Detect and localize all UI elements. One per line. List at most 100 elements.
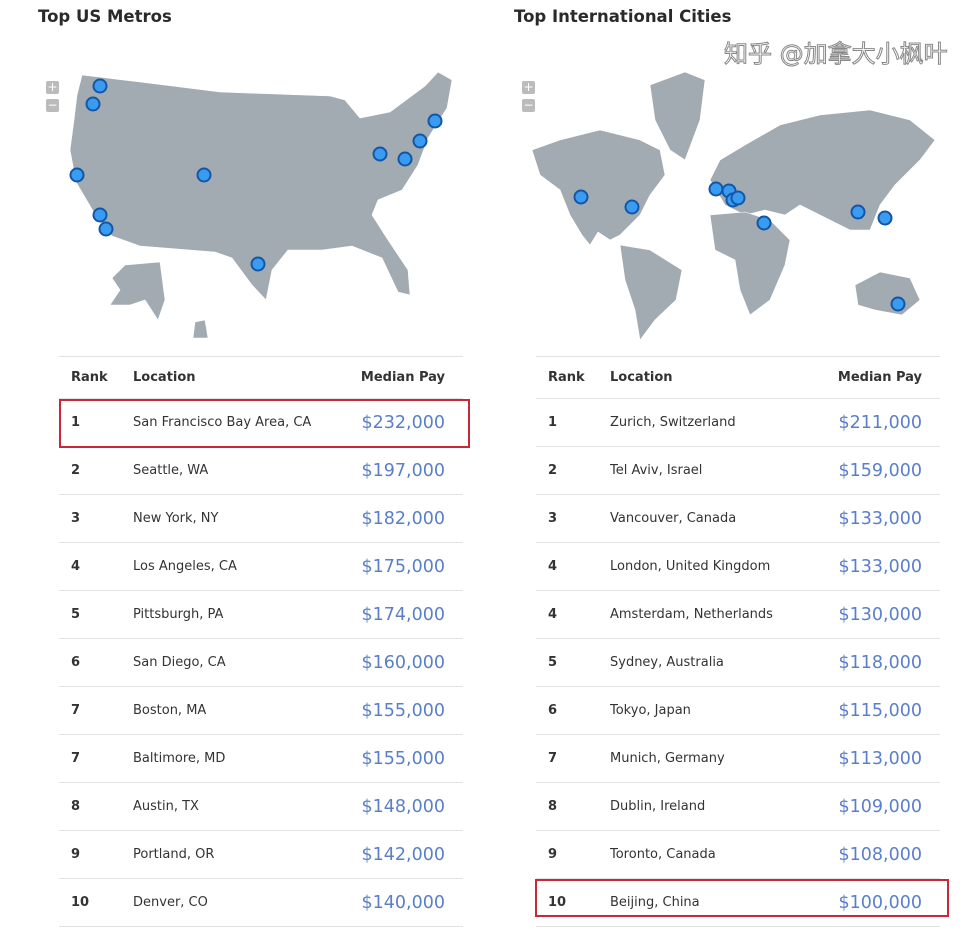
marker-pittsburgh[interactable]	[372, 146, 388, 162]
europe-asia	[709, 109, 936, 231]
location-cell: Toronto, Canada	[610, 830, 813, 879]
table-row: 7 Munich, Germany $113,000	[536, 734, 940, 783]
us-mainland	[69, 71, 453, 301]
table-row: 10 Denver, CO $140,000	[59, 878, 463, 927]
rank-cell: 4	[536, 542, 610, 591]
rank-cell: 8	[59, 782, 133, 831]
table-row: 4 Los Angeles, CA $175,000	[59, 542, 463, 591]
median-pay-cell: $142,000	[342, 830, 463, 879]
median-pay-cell: $160,000	[342, 638, 463, 687]
rank-cell: 7	[59, 686, 133, 735]
table-row: 10 Beijing, China $100,000	[536, 878, 940, 927]
table-header: Rank Location Median Pay	[536, 356, 940, 399]
rank-cell: 2	[536, 446, 610, 495]
table-row: 3 New York, NY $182,000	[59, 494, 463, 543]
table-header: Rank Location Median Pay	[59, 356, 463, 399]
marker-san-diego[interactable]	[98, 221, 114, 237]
median-pay-cell: $140,000	[342, 878, 463, 927]
median-pay-cell: $109,000	[812, 782, 940, 831]
greenland	[649, 71, 706, 161]
marker-los-angeles[interactable]	[92, 207, 108, 223]
watermark: 知乎 @加拿大小枫叶	[724, 40, 949, 69]
table-row: 9 Portland, OR $142,000	[59, 830, 463, 879]
median-pay-cell: $108,000	[812, 830, 940, 879]
marker-vancouver[interactable]	[573, 189, 589, 205]
zoom-in-button[interactable]: +	[46, 80, 59, 94]
marker-austin[interactable]	[250, 256, 266, 272]
rank-cell: 9	[536, 830, 610, 879]
hawaii	[192, 319, 209, 339]
median-pay-cell: $130,000	[812, 590, 940, 639]
marker-baltimore[interactable]	[397, 151, 413, 167]
rank-cell: 3	[59, 494, 133, 543]
location-cell: New York, NY	[133, 494, 343, 543]
location-cell: Seattle, WA	[133, 446, 343, 495]
marker-toronto[interactable]	[624, 199, 640, 215]
africa	[709, 211, 791, 316]
table-row: 2 Seattle, WA $197,000	[59, 446, 463, 495]
location-cell: Tel Aviv, Israel	[610, 446, 813, 495]
table-row: 6 San Diego, CA $160,000	[59, 638, 463, 687]
pay-header: Median Pay	[342, 356, 463, 399]
median-pay-cell: $232,000	[342, 398, 463, 447]
marker-new-york[interactable]	[412, 133, 428, 149]
pay-header: Median Pay	[812, 356, 940, 399]
location-cell: Beijing, China	[610, 878, 813, 927]
rank-cell: 8	[536, 782, 610, 831]
median-pay-cell: $113,000	[812, 734, 940, 783]
rank-cell: 5	[536, 638, 610, 687]
marker-denver[interactable]	[196, 167, 212, 183]
location-header: Location	[610, 356, 813, 399]
us-city-markers	[69, 78, 443, 272]
table-row: 2 Tel Aviv, Israel $159,000	[536, 446, 940, 495]
location-cell: Tokyo, Japan	[610, 686, 813, 735]
table-row: 9 Toronto, Canada $108,000	[536, 830, 940, 879]
table-row: 6 Tokyo, Japan $115,000	[536, 686, 940, 735]
location-cell: Pittsburgh, PA	[133, 590, 343, 639]
marker-dublin[interactable]	[708, 181, 724, 197]
world-map[interactable]: + −	[514, 60, 954, 350]
marker-boston[interactable]	[427, 113, 443, 129]
zoom-in-button[interactable]: +	[522, 80, 535, 94]
location-cell: Munich, Germany	[610, 734, 813, 783]
median-pay-cell: $155,000	[342, 734, 463, 783]
rank-cell: 10	[536, 878, 610, 927]
us-map[interactable]: + −	[38, 60, 478, 350]
rank-cell: 7	[536, 734, 610, 783]
median-pay-cell: $115,000	[812, 686, 940, 735]
table-row: 4 Amsterdam, Netherlands $130,000	[536, 590, 940, 639]
zoom-out-button[interactable]: −	[46, 98, 59, 112]
rank-cell: 3	[536, 494, 610, 543]
table-row: 3 Vancouver, Canada $133,000	[536, 494, 940, 543]
rank-header: Rank	[536, 356, 610, 399]
marker-seattle[interactable]	[92, 78, 108, 94]
marker-sydney[interactable]	[890, 296, 906, 312]
rank-cell: 9	[59, 830, 133, 879]
marker-tokyo[interactable]	[877, 210, 893, 226]
median-pay-cell: $148,000	[342, 782, 463, 831]
median-pay-cell: $100,000	[812, 878, 940, 927]
table-row: 5 Pittsburgh, PA $174,000	[59, 590, 463, 639]
marker-beijing[interactable]	[850, 204, 866, 220]
median-pay-cell: $174,000	[342, 590, 463, 639]
table-row: 4 London, United Kingdom $133,000	[536, 542, 940, 591]
location-cell: San Diego, CA	[133, 638, 343, 687]
marker-san-francisco[interactable]	[69, 167, 85, 183]
marker-tel-aviv[interactable]	[756, 215, 772, 231]
rank-cell: 4	[536, 590, 610, 639]
zoom-out-button[interactable]: −	[522, 98, 535, 112]
marker-munich[interactable]	[730, 190, 746, 206]
location-cell: Los Angeles, CA	[133, 542, 343, 591]
location-cell: London, United Kingdom	[610, 542, 813, 591]
intl-city-markers	[573, 181, 906, 312]
marker-portland[interactable]	[85, 96, 101, 112]
location-header: Location	[133, 356, 343, 399]
location-cell: Portland, OR	[133, 830, 343, 879]
rank-cell: 10	[59, 878, 133, 927]
location-cell: Dublin, Ireland	[610, 782, 813, 831]
highlight-box-sf	[59, 399, 470, 448]
median-pay-cell: $197,000	[342, 446, 463, 495]
location-cell: Denver, CO	[133, 878, 343, 927]
rank-cell: 2	[59, 446, 133, 495]
australia	[854, 271, 921, 316]
